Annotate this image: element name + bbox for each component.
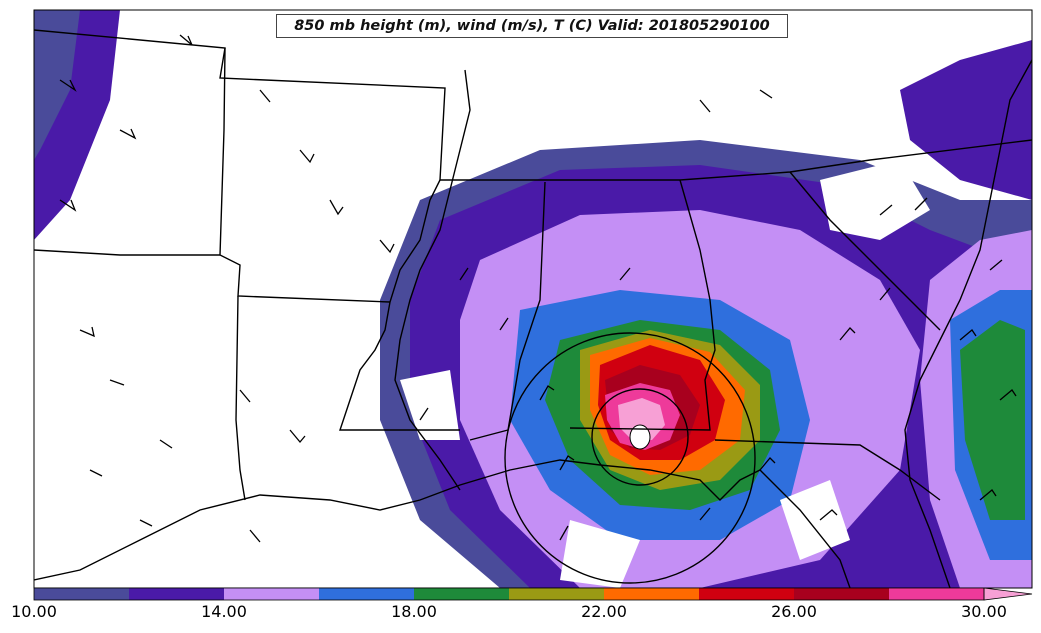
colorbar-segment xyxy=(699,588,795,600)
colorbar-tick-label: 22.00 xyxy=(581,602,627,621)
colorbar-segment xyxy=(794,588,890,600)
colorbar-outline xyxy=(33,587,985,601)
colorbar-segment xyxy=(34,588,130,600)
boundaries xyxy=(34,29,1032,588)
wind-barbs xyxy=(59,34,1017,543)
colorbar-tick-label: 26.00 xyxy=(771,602,817,621)
colorbar xyxy=(33,587,1033,601)
map-title: 850 mb height (m), wind (m/s), T (C) Val… xyxy=(276,14,788,38)
colorbar-segment xyxy=(509,588,605,600)
colorbar-segment xyxy=(224,588,320,600)
precip-contours xyxy=(34,10,1032,588)
colorbar-segment xyxy=(889,588,985,600)
colorbar-tick-label: 10.00 xyxy=(11,602,57,621)
colorbar-segment xyxy=(129,588,225,600)
colorbar-extension xyxy=(983,587,1033,601)
colorbar-segment xyxy=(604,588,700,600)
colorbar-tick-label: 14.00 xyxy=(201,602,247,621)
colorbar-segment xyxy=(414,588,510,600)
colorbar-tick-label: 30.00 xyxy=(961,602,1007,621)
colorbar-tick-label: 18.00 xyxy=(391,602,437,621)
colorbar-segment xyxy=(319,588,415,600)
